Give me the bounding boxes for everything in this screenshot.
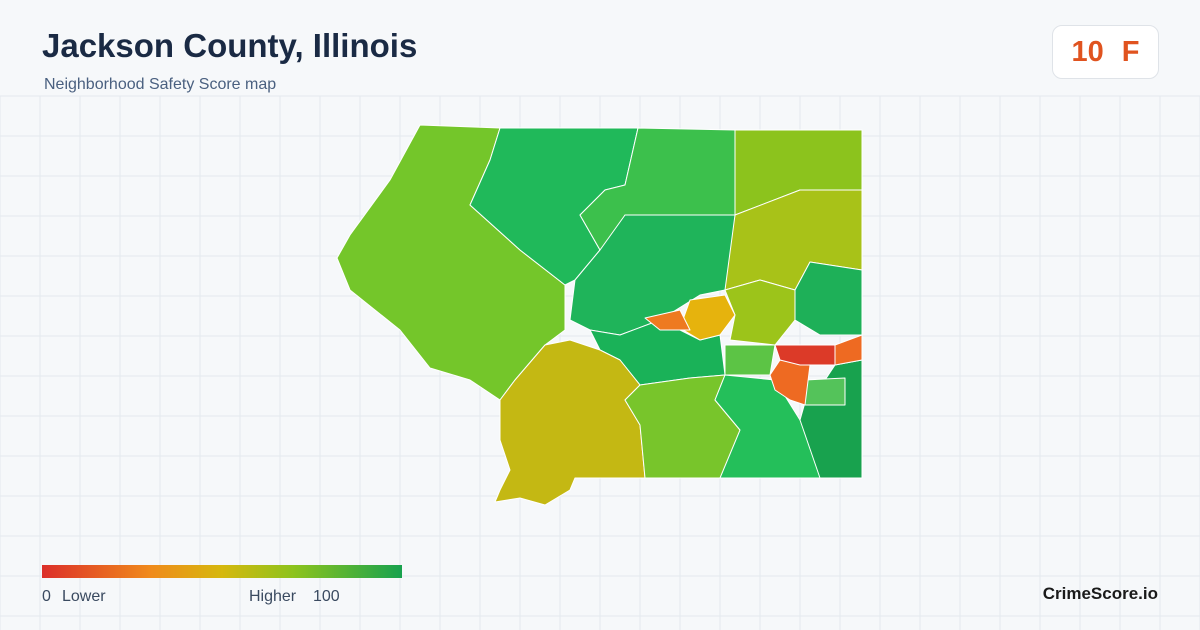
region <box>774 344 836 366</box>
region <box>794 261 863 336</box>
brand: CrimeScore.io <box>1042 584 1158 603</box>
legend-min-label: Lower <box>62 588 106 605</box>
region <box>724 279 796 346</box>
legend-min: 0 <box>42 588 51 605</box>
region <box>644 309 691 331</box>
legend-max: 100 <box>313 588 340 605</box>
region <box>834 334 863 366</box>
region <box>804 377 846 406</box>
region <box>724 344 776 376</box>
legend-gradient <box>42 565 402 578</box>
score-grade: F <box>1121 35 1140 68</box>
score-value: 10 <box>1071 35 1104 68</box>
title: Jackson County, Illinois <box>42 27 418 64</box>
legend-max-label: Higher <box>249 588 297 605</box>
county-map <box>336 124 863 506</box>
score-badge: 10 F <box>1052 25 1159 79</box>
subtitle: Neighborhood Safety Score map <box>44 76 277 93</box>
